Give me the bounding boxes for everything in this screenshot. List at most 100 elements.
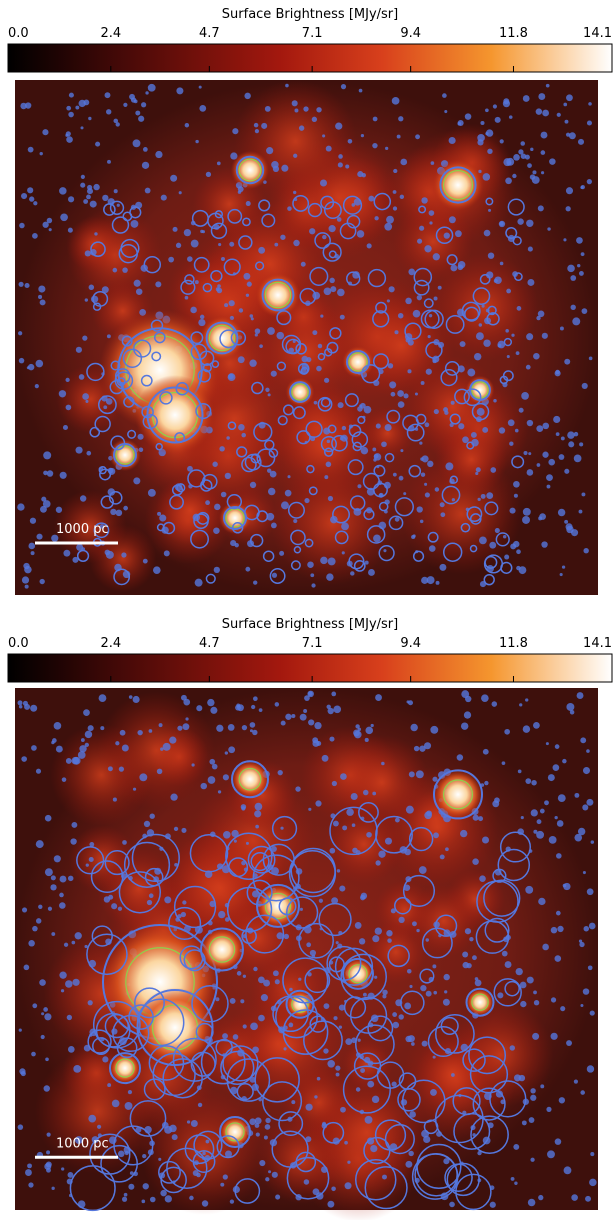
region-contour <box>39 578 45 585</box>
region-contour <box>565 523 573 531</box>
region-contour <box>360 894 366 901</box>
region-contour <box>171 484 184 496</box>
region-contour <box>486 492 494 500</box>
region-contour <box>199 105 207 112</box>
region-contour <box>513 540 520 548</box>
region-contour <box>253 966 258 972</box>
region-contour <box>164 896 172 904</box>
colorbar-tick-label: 4.7 <box>199 636 220 651</box>
region-contour <box>114 368 131 384</box>
region-contour <box>462 1048 486 1072</box>
region-contour <box>145 91 149 95</box>
region-contour <box>77 751 86 759</box>
region-contour <box>107 1083 112 1088</box>
region-contour <box>197 368 212 383</box>
region-contour <box>499 375 509 385</box>
region-contour <box>511 455 525 469</box>
region-contour <box>563 238 567 242</box>
region-contour <box>65 404 72 411</box>
region-contour <box>75 105 80 110</box>
bright-region <box>199 927 245 972</box>
region-contour <box>542 943 549 951</box>
region-contour <box>446 254 458 266</box>
region-contour <box>51 740 55 745</box>
region-contour <box>403 492 407 496</box>
region-contour <box>222 1033 229 1039</box>
region-contour <box>344 1140 348 1145</box>
region-contour <box>241 806 246 811</box>
region-contour <box>513 480 520 488</box>
region-contour <box>250 1022 258 1031</box>
region-contour <box>316 1076 321 1081</box>
colorbar-tick-label: 9.4 <box>400 636 421 651</box>
region-contour <box>364 560 369 565</box>
region-contour <box>322 234 327 240</box>
region-contour <box>499 831 532 863</box>
region-contour <box>275 995 318 1039</box>
region-contour <box>264 1124 271 1130</box>
region-contour <box>149 813 155 819</box>
region-contour <box>117 1150 125 1158</box>
region-contour <box>405 1160 413 1168</box>
region-contour <box>245 293 250 297</box>
region-contour <box>88 1114 97 1123</box>
region-contour <box>432 776 438 782</box>
region-contour <box>432 253 440 261</box>
region-contour <box>287 501 305 519</box>
region-contour <box>19 222 25 229</box>
region-contour <box>72 978 80 986</box>
region-contour <box>445 847 449 852</box>
region-contour <box>357 415 366 425</box>
region-contour <box>472 287 491 305</box>
region-contour <box>440 1016 459 1036</box>
region-contour <box>475 332 484 341</box>
region-contour <box>310 573 315 578</box>
region-contour <box>277 769 283 776</box>
region-contour <box>514 428 519 433</box>
region-contour <box>530 1094 537 1101</box>
region-contour <box>267 327 275 335</box>
region-contour <box>46 1132 51 1137</box>
region-contour <box>177 914 182 919</box>
region-contour <box>264 105 271 112</box>
region-contour <box>48 228 52 232</box>
region-contour <box>254 1057 300 1103</box>
region-contour <box>40 1034 45 1040</box>
region-contour <box>372 142 378 149</box>
region-contour <box>253 696 258 702</box>
region-contour <box>530 1157 535 1162</box>
region-contour <box>122 348 143 368</box>
region-contour <box>510 1176 515 1181</box>
region-contour <box>493 399 497 403</box>
region-contour <box>162 742 171 751</box>
region-contour <box>466 441 475 450</box>
region-contour <box>82 335 88 341</box>
region-contour <box>530 1088 536 1094</box>
region-contour <box>527 278 535 286</box>
region-contour <box>329 277 335 284</box>
region-contour <box>485 197 494 206</box>
region-contour <box>105 550 114 559</box>
region-contour <box>135 110 141 116</box>
region-contour <box>491 701 498 707</box>
region-contour <box>516 549 521 555</box>
region-contour <box>219 1115 251 1148</box>
region-contour <box>107 159 111 164</box>
region-contour <box>532 170 537 175</box>
region-contour <box>298 125 305 131</box>
region-contour <box>323 287 332 296</box>
region-contour <box>450 400 455 405</box>
region-contour <box>326 341 339 354</box>
region-contour <box>322 1121 345 1144</box>
region-contour <box>153 331 166 344</box>
region-contour <box>473 352 482 361</box>
region-contour <box>333 1016 338 1021</box>
region-contour <box>63 549 71 557</box>
region-contour <box>317 396 333 412</box>
region-contour <box>504 980 520 997</box>
region-contour <box>261 122 268 129</box>
region-contour <box>122 267 128 273</box>
region-contour <box>24 565 32 574</box>
region-contour <box>249 722 256 728</box>
region-contour <box>213 566 220 574</box>
